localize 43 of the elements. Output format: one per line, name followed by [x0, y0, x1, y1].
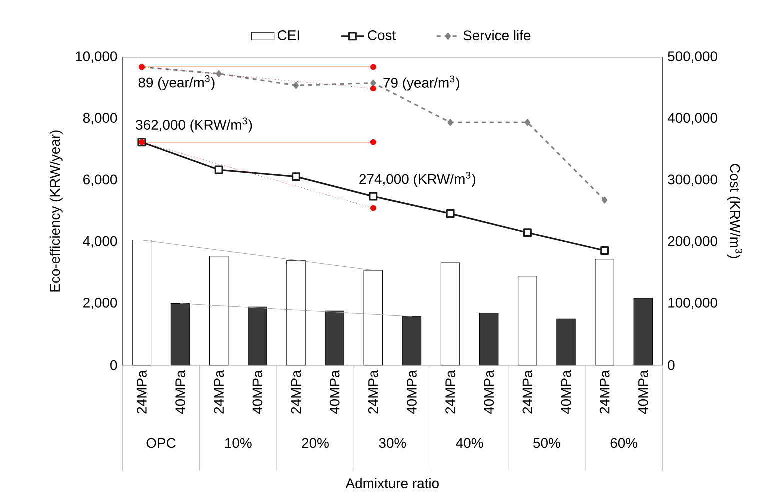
text: 50% — [534, 438, 560, 448]
annotation: 79 (year/m$^{3}$) — [384, 76, 460, 91]
x-tick-label: 24MPa — [600, 370, 610, 414]
x-tick-label: 40MPa — [176, 370, 186, 414]
x-tick-label: 24MPa — [446, 370, 456, 414]
x-tick-label: 24MPa — [214, 370, 224, 414]
text: 20% — [302, 438, 329, 448]
annotation: 89 (year/m$^{3}$) — [138, 75, 215, 90]
annotation: 362,000 (KRW/m$^{3}$) — [136, 118, 252, 133]
y2-tick-label: 400,000 — [668, 113, 718, 125]
y2-tick-label: 500,000 — [668, 52, 718, 64]
text: 30% — [379, 438, 406, 448]
x-tick-label: 24MPa — [291, 370, 302, 414]
x-tick-label: 40MPa — [252, 370, 263, 414]
y-tick-label: 4,000 — [83, 236, 118, 248]
x-tick-label: 40MPa — [561, 370, 572, 414]
y-tick-label: 6,000 — [84, 174, 118, 186]
y-tick-label: 2,000 — [84, 298, 118, 310]
legend-label: Cost — [368, 30, 396, 40]
x-tick-label: 24MPa — [522, 370, 533, 414]
x-tick-label: 24MPa — [368, 370, 378, 414]
text: 10% — [225, 438, 252, 448]
x-tick-label: 40MPa — [330, 370, 340, 414]
annotation: 274,000 (KRW/m$^{3}$) — [360, 172, 476, 187]
y2-tick-label: 100,000 — [668, 298, 718, 310]
legend-label: CEI — [278, 30, 300, 40]
y2-tick-label: 200,000 — [668, 236, 718, 248]
y-tick-label: 0 — [110, 360, 118, 370]
x-tick-label: 40MPa — [638, 370, 648, 414]
y-tick-label: 8,000 — [83, 113, 118, 125]
y2-tick-label: 300,000 — [668, 174, 718, 186]
y2-tick-label: 0 — [668, 360, 675, 370]
x-tick-label: 40MPa — [484, 370, 494, 414]
x-tick-label: 40MPa — [407, 370, 417, 414]
legend-label: Service life — [464, 30, 531, 41]
x-axis-title: Admixture ratio — [346, 478, 439, 488]
y-tick-label: 10,000 — [76, 52, 118, 64]
y2-axis-title: Cost (KRW/m$^{3}$) — [728, 164, 743, 258]
y-axis-title: Eco-efficiency (KRW/year) — [50, 130, 63, 292]
x-tick-label: 24MPa — [137, 370, 147, 414]
text: OPC — [146, 438, 176, 448]
text: 40% — [456, 438, 484, 448]
text: 60% — [610, 438, 638, 448]
